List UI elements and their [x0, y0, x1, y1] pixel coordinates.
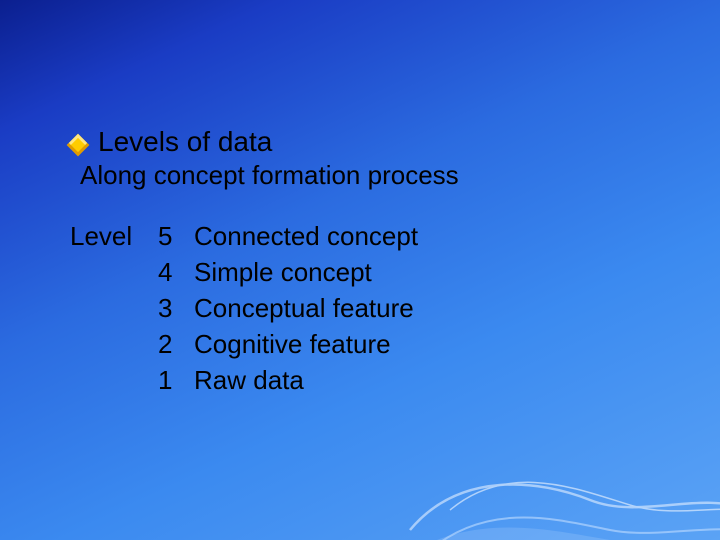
content-block: Levels of data Along concept formation p…: [70, 126, 680, 398]
swoosh-stroke-1: [410, 485, 720, 530]
level-desc: Simple concept: [194, 255, 372, 291]
level-label-blank: [70, 327, 158, 363]
level-label: Level: [70, 219, 158, 255]
level-row-1: 1Raw data: [70, 363, 680, 399]
level-desc: Connected concept: [194, 219, 418, 255]
level-num: 3: [158, 291, 194, 327]
levels-list: Level5Connected concept 4Simple concept …: [70, 219, 680, 398]
level-row-2: 2Cognitive feature: [70, 327, 680, 363]
level-label-blank: [70, 363, 158, 399]
level-label-blank: [70, 291, 158, 327]
cloud-swoosh-icon: [400, 380, 720, 540]
slide: Levels of data Along concept formation p…: [0, 0, 720, 540]
level-row-5: Level5Connected concept: [70, 219, 680, 255]
level-desc: Cognitive feature: [194, 327, 391, 363]
level-num: 5: [158, 219, 194, 255]
level-row-3: 3Conceptual feature: [70, 291, 680, 327]
swoosh-fill: [400, 528, 720, 540]
diamond-bullet-icon: [67, 134, 90, 157]
level-desc: Raw data: [194, 363, 304, 399]
level-label-blank: [70, 255, 158, 291]
heading-row: Levels of data: [70, 126, 680, 158]
level-desc: Conceptual feature: [194, 291, 414, 327]
level-num: 1: [158, 363, 194, 399]
level-num: 4: [158, 255, 194, 291]
level-num: 2: [158, 327, 194, 363]
subtitle-text: Along concept formation process: [80, 160, 680, 191]
heading-text: Levels of data: [98, 126, 272, 158]
swoosh-stroke-2: [430, 518, 720, 540]
swoosh-stroke-3: [450, 482, 720, 515]
level-row-4: 4Simple concept: [70, 255, 680, 291]
